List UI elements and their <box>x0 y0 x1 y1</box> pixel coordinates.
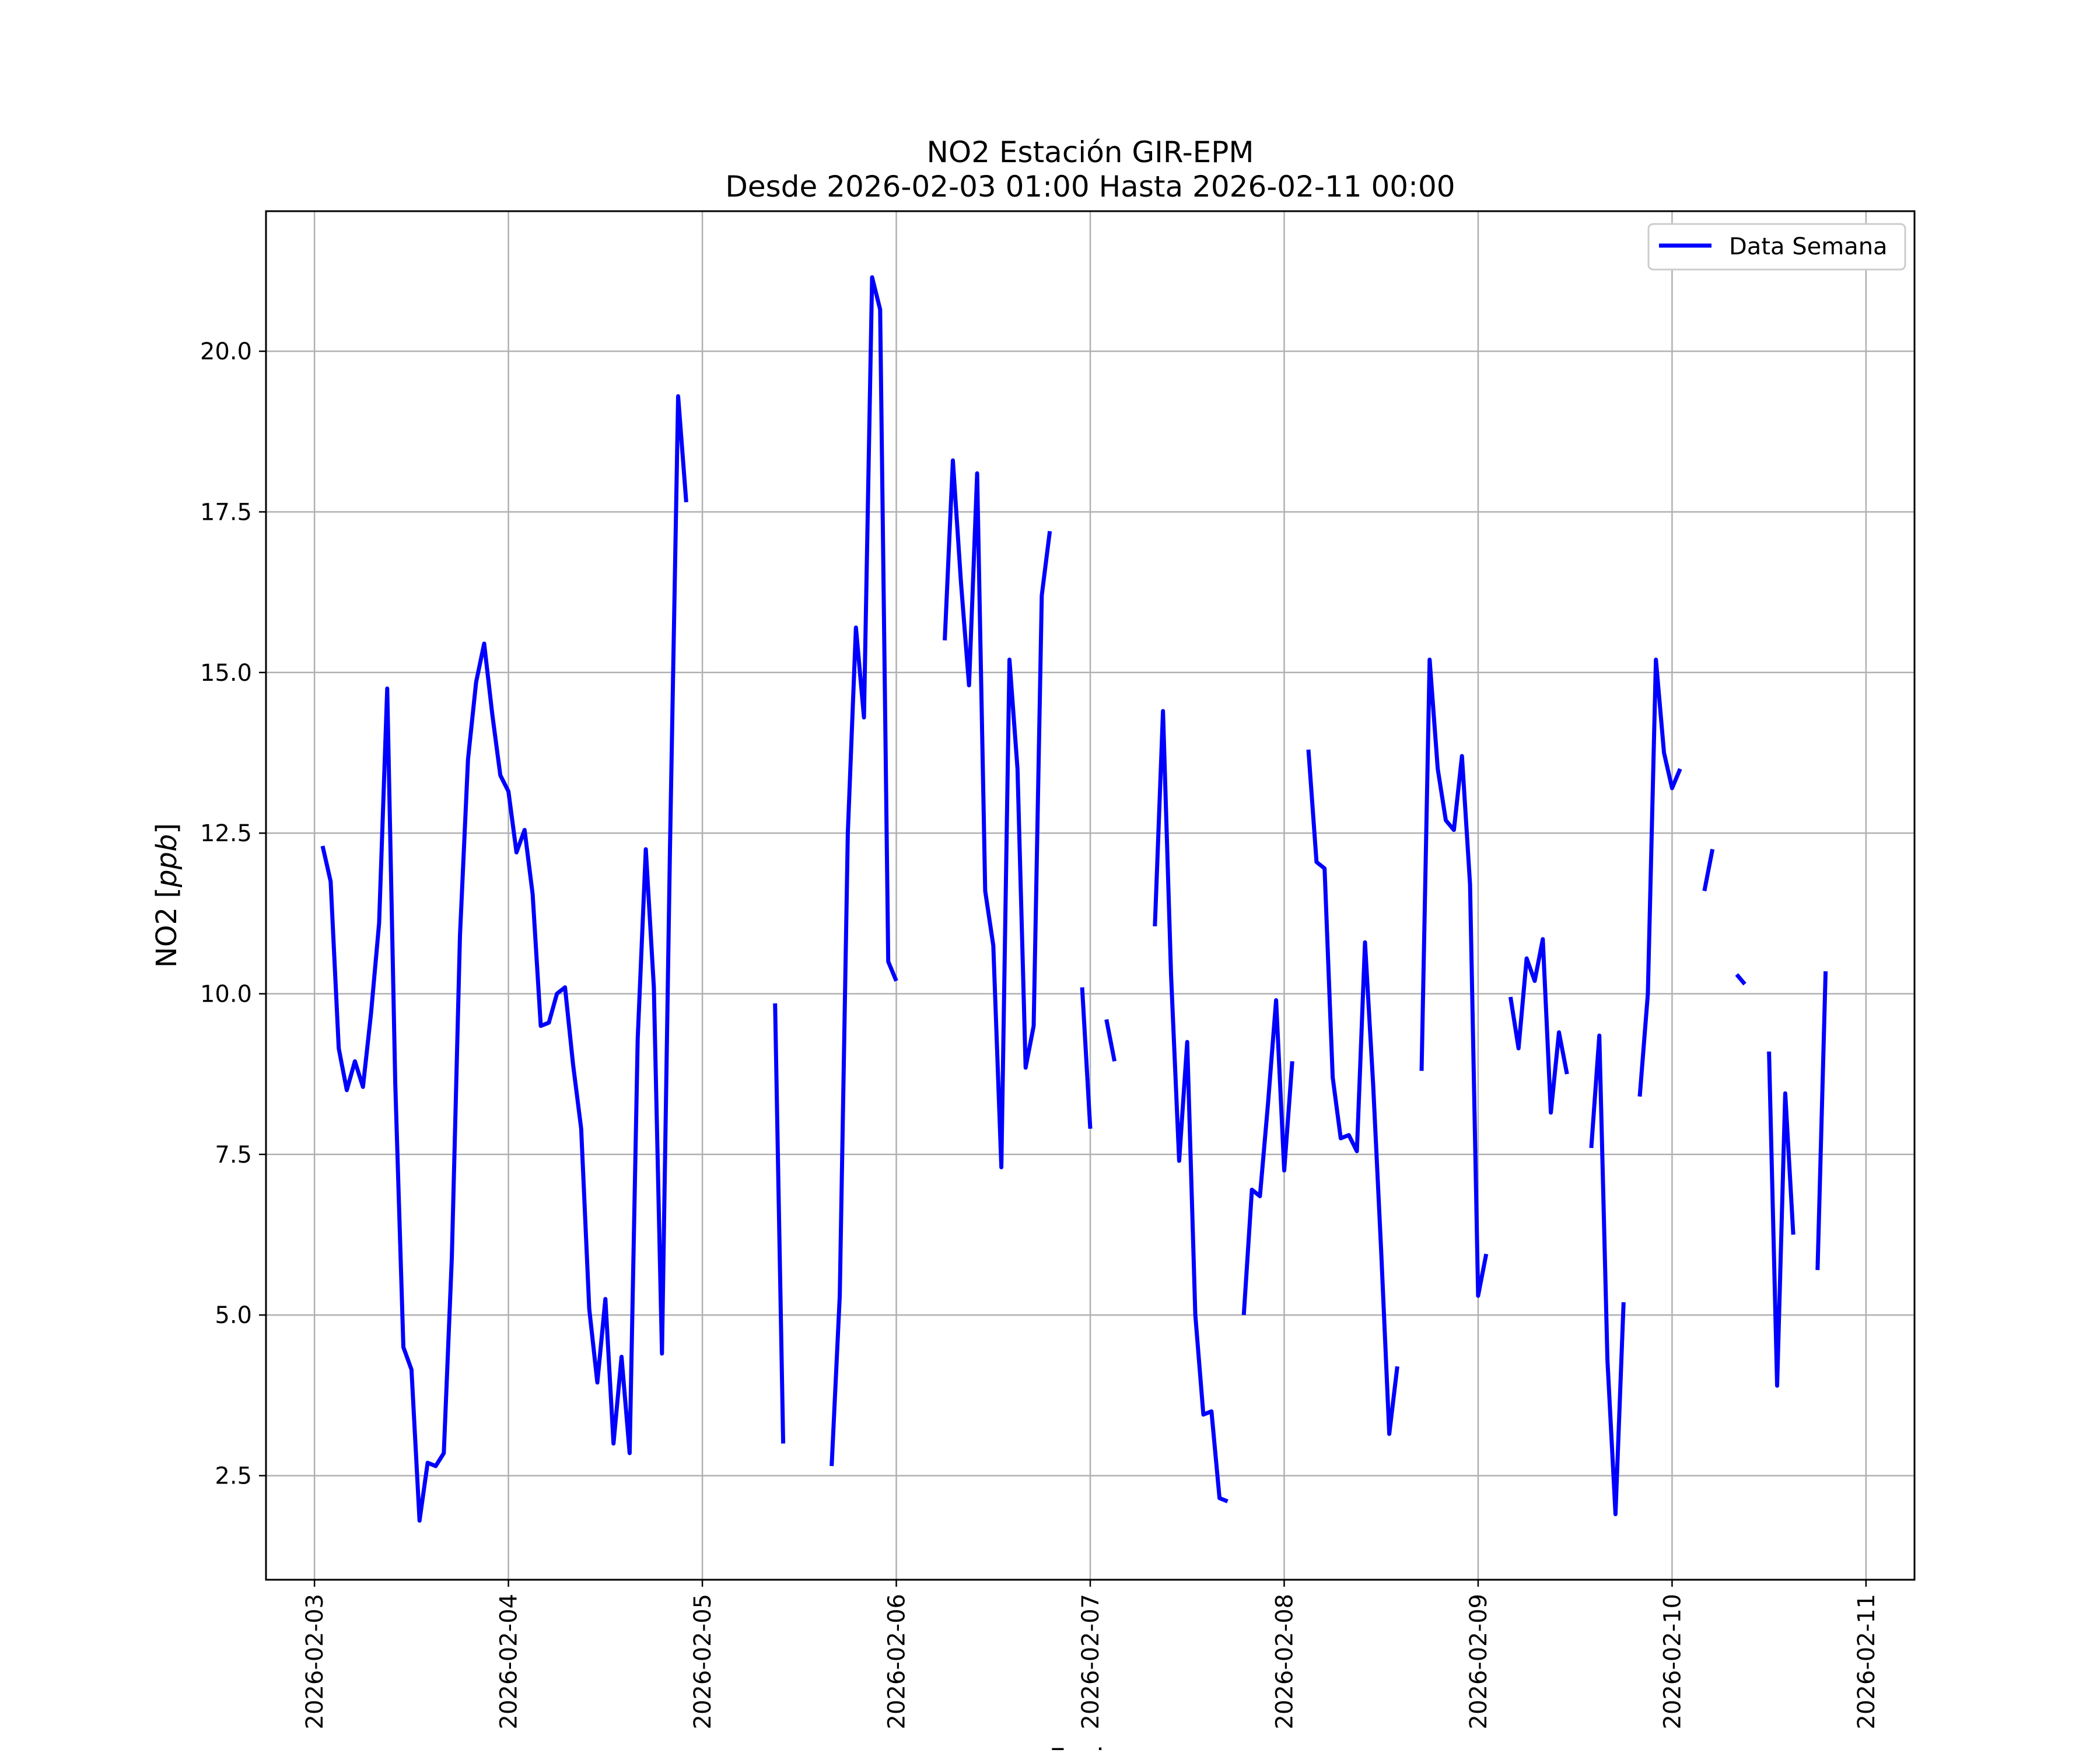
series-line-segment <box>773 1003 786 1444</box>
series-line-segment <box>1589 1033 1626 1517</box>
series-line-segment <box>943 458 1052 1170</box>
y-tick-label: 15.0 <box>200 660 252 687</box>
series-line-segment <box>1104 1019 1117 1062</box>
axis-ticks: 2026-02-03 2026-02-04 2026-02-05 2026-02-06… <box>200 338 1880 1729</box>
y-tick-label: 17.5 <box>200 499 252 526</box>
y-tick-label: 20.0 <box>200 338 252 365</box>
series-line-segment <box>1702 849 1715 891</box>
grid-lines <box>266 211 1915 1580</box>
x-tick-label: 2026-02-11 <box>1853 1594 1880 1729</box>
x-tick-label: 2026-02-09 <box>1465 1594 1492 1729</box>
y-tick-label: 10.0 <box>200 981 252 1008</box>
series-line-segment <box>1419 657 1489 1298</box>
x-tick-label: 2026-02-10 <box>1659 1594 1686 1729</box>
series-line-segment <box>1153 709 1228 1503</box>
series-line-segment <box>1306 749 1399 1436</box>
data-series-lines <box>320 275 1828 1523</box>
x-tick-label: 2026-02-03 <box>302 1594 328 1729</box>
series-line-segment <box>1815 971 1828 1271</box>
x-tick-label: 2026-02-07 <box>1077 1594 1104 1729</box>
series-line-segment <box>320 394 688 1523</box>
legend-box <box>1647 223 1906 271</box>
x-tick-label: 2026-02-05 <box>690 1594 716 1729</box>
series-line-segment <box>1241 998 1294 1315</box>
x-tick-label: 2026-02-08 <box>1271 1594 1298 1729</box>
series-line-segment <box>1637 657 1682 1097</box>
x-axis-label: Fecha <box>1049 1743 1132 1750</box>
chart-title: NO2 Estación GIR-EPM <box>926 135 1254 169</box>
legend-label: Data Semana <box>1729 233 1888 260</box>
y-tick-label: 12.5 <box>200 820 252 847</box>
series-line-segment <box>1767 1051 1796 1388</box>
series-line-segment <box>1735 973 1746 986</box>
x-tick-label: 2026-02-06 <box>884 1594 911 1729</box>
series-line-segment <box>1508 937 1569 1115</box>
y-tick-label: 7.5 <box>215 1142 252 1168</box>
legend: Data Semana <box>1647 223 1906 271</box>
chart-subtitle: Desde 2026-02-03 01:00 Hasta 2026-02-11 … <box>725 170 1455 204</box>
series-line-segment <box>830 275 898 1467</box>
y-tick-label: 5.0 <box>215 1302 252 1329</box>
y-axis-label: NO2 [ppb] <box>150 823 183 968</box>
y-tick-label: 2.5 <box>215 1463 252 1490</box>
series-line-segment <box>1080 987 1093 1129</box>
x-tick-label: 2026-02-04 <box>496 1594 523 1729</box>
